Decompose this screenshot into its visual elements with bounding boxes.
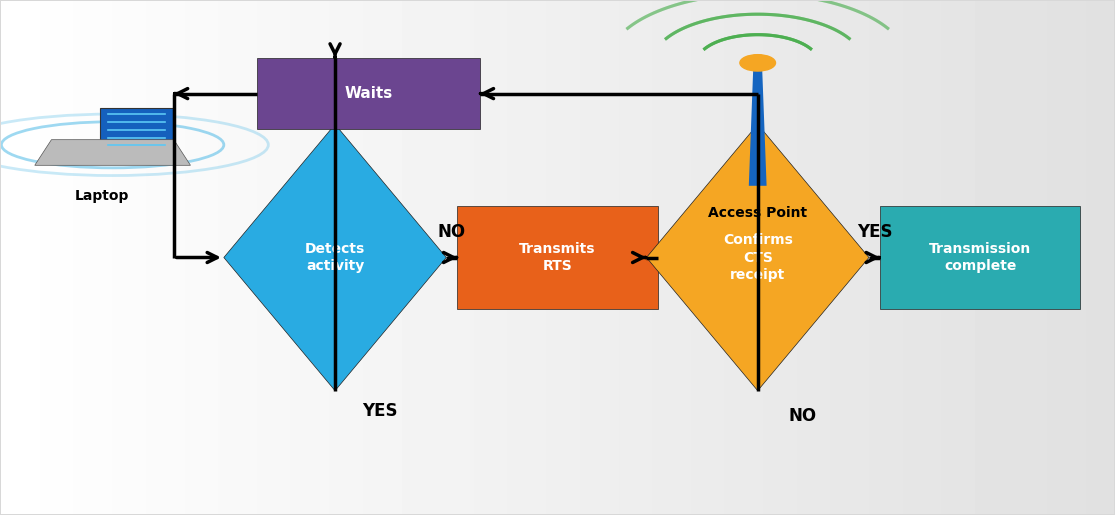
Text: Transmits
RTS: Transmits RTS [520,242,595,273]
Polygon shape [35,140,191,165]
FancyBboxPatch shape [258,58,479,129]
Text: Detects
activity: Detects activity [304,242,366,273]
Polygon shape [224,124,446,391]
Text: NO: NO [438,223,466,241]
Polygon shape [100,109,173,152]
Circle shape [740,55,776,71]
Text: Waits: Waits [345,86,392,101]
Text: YES: YES [361,402,397,420]
FancyBboxPatch shape [457,207,658,308]
Text: NO: NO [788,407,816,425]
Polygon shape [647,124,869,391]
Text: YES: YES [856,223,892,241]
FancyBboxPatch shape [880,207,1080,308]
Text: Confirms
CTS
receipt: Confirms CTS receipt [723,233,793,282]
Text: Access Point: Access Point [708,207,807,220]
Text: Laptop: Laptop [75,189,128,203]
Polygon shape [749,68,767,186]
Text: Transmission
complete: Transmission complete [929,242,1031,273]
